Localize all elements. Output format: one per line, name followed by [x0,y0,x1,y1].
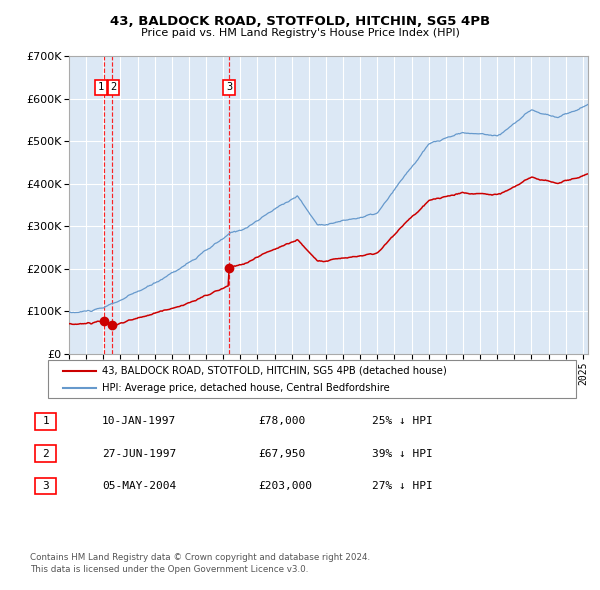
Text: £203,000: £203,000 [258,481,312,491]
Text: 39% ↓ HPI: 39% ↓ HPI [372,449,433,458]
Text: Contains HM Land Registry data © Crown copyright and database right 2024.: Contains HM Land Registry data © Crown c… [30,553,370,562]
Text: 3: 3 [42,481,49,491]
Text: HPI: Average price, detached house, Central Bedfordshire: HPI: Average price, detached house, Cent… [102,382,390,392]
Text: 3: 3 [226,83,232,92]
Text: 05-MAY-2004: 05-MAY-2004 [102,481,176,491]
Text: 27% ↓ HPI: 27% ↓ HPI [372,481,433,491]
Text: £78,000: £78,000 [258,417,305,426]
Text: 25% ↓ HPI: 25% ↓ HPI [372,417,433,426]
Text: Price paid vs. HM Land Registry's House Price Index (HPI): Price paid vs. HM Land Registry's House … [140,28,460,38]
Text: 27-JUN-1997: 27-JUN-1997 [102,449,176,458]
Text: £67,950: £67,950 [258,449,305,458]
Text: 43, BALDOCK ROAD, STOTFOLD, HITCHIN, SG5 4PB (detached house): 43, BALDOCK ROAD, STOTFOLD, HITCHIN, SG5… [102,366,447,376]
Text: 1: 1 [98,83,104,92]
Text: This data is licensed under the Open Government Licence v3.0.: This data is licensed under the Open Gov… [30,565,308,574]
Text: 43, BALDOCK ROAD, STOTFOLD, HITCHIN, SG5 4PB: 43, BALDOCK ROAD, STOTFOLD, HITCHIN, SG5… [110,15,490,28]
Text: 10-JAN-1997: 10-JAN-1997 [102,417,176,426]
Text: 2: 2 [110,83,116,92]
Text: 2: 2 [42,449,49,458]
Text: 1: 1 [42,417,49,426]
